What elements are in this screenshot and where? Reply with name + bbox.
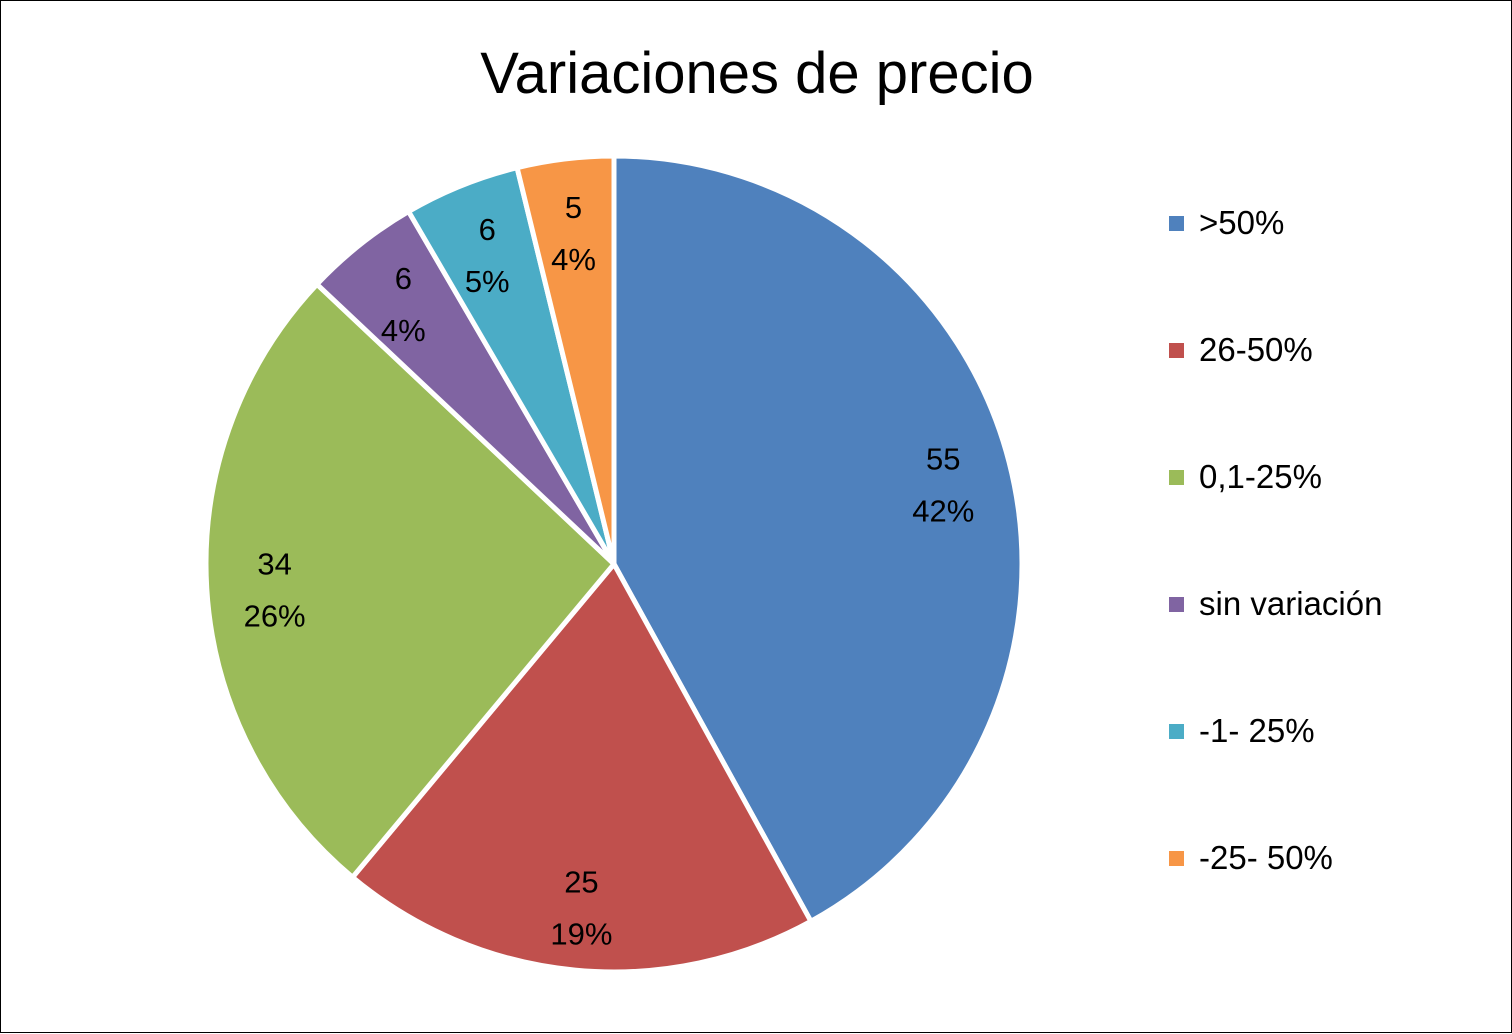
legend-swatch <box>1169 216 1184 231</box>
data-label-percent-sin-variaci-n: 4% <box>381 313 426 348</box>
data-label-value-0-1-25: 34 <box>257 546 291 581</box>
legend-swatch <box>1169 597 1184 612</box>
legend-label: >50% <box>1199 204 1284 242</box>
legend-label: -1- 25% <box>1199 712 1315 750</box>
data-label-value-sin-variaci-n: 6 <box>395 261 412 296</box>
legend-label: 0,1-25% <box>1199 458 1322 496</box>
legend-item-50: >50% <box>1169 193 1469 253</box>
legend-item-0-1-25: 0,1-25% <box>1169 447 1469 507</box>
legend-label: -25- 50% <box>1199 839 1333 877</box>
data-label-percent-50: 42% <box>912 493 974 528</box>
data-label-value-1-25: 6 <box>479 212 496 247</box>
legend-label: 26-50% <box>1199 331 1313 369</box>
legend-label: sin variación <box>1199 585 1382 623</box>
legend-swatch <box>1169 851 1184 866</box>
legend-item-25-50: -25- 50% <box>1169 828 1469 888</box>
data-label-percent-26-50: 19% <box>550 916 612 951</box>
legend-item-sin-variaci-n: sin variación <box>1169 574 1469 634</box>
legend-item-26-50: 26-50% <box>1169 320 1469 380</box>
data-label-value-25-50: 5 <box>565 190 582 225</box>
data-label-value-26-50: 25 <box>564 864 598 899</box>
data-label-value-50: 55 <box>926 441 960 476</box>
data-label-percent-25-50: 4% <box>551 242 596 277</box>
legend-swatch <box>1169 724 1184 739</box>
legend-swatch <box>1169 470 1184 485</box>
data-label-percent-1-25: 5% <box>465 264 510 299</box>
legend-swatch <box>1169 343 1184 358</box>
legend-item-1-25: -1- 25% <box>1169 701 1469 761</box>
data-label-percent-0-1-25: 26% <box>244 598 306 633</box>
